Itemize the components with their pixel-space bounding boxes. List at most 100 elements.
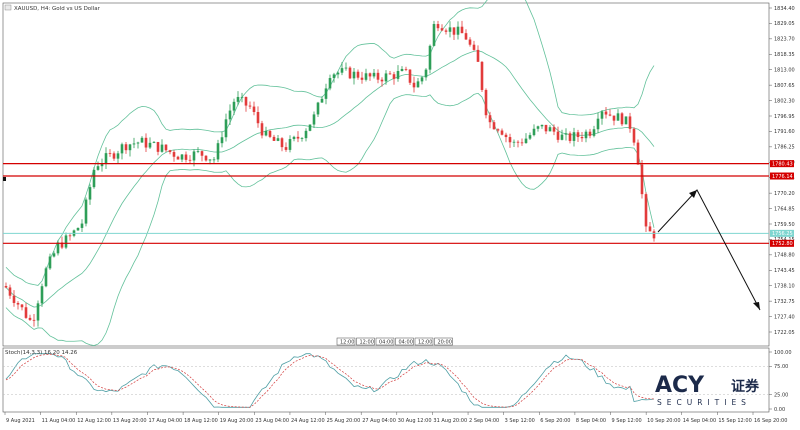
chart-icon — [4, 4, 12, 11]
candle-bull — [276, 138, 280, 141]
candle-bull — [560, 134, 564, 140]
candle-bear — [376, 72, 380, 80]
candle-bear — [408, 69, 412, 83]
price-tags: 1780.43 1776.14 1756.25 1752.80 — [770, 160, 794, 247]
candle-bull — [352, 71, 356, 79]
candle-bear — [488, 115, 492, 123]
stoch-tick-label: 25.00 — [774, 393, 788, 399]
candle-bear — [32, 319, 36, 321]
candle-bull — [424, 69, 428, 78]
candle-bull — [456, 26, 460, 35]
candle-bear — [392, 74, 396, 79]
candle-bull — [292, 136, 296, 140]
candle-bull — [92, 169, 96, 188]
candle-bull — [304, 130, 308, 139]
candle-bear — [412, 82, 416, 88]
candle-bear — [612, 115, 616, 121]
stoch-tick-label: 75.00 — [774, 364, 788, 370]
price-tag-label: 1752.80 — [772, 241, 793, 247]
time-tick-label: 9 Sep 12:00 — [612, 418, 642, 424]
candle-bear — [172, 152, 176, 157]
candle-bear — [464, 33, 468, 40]
time-tick-label: 12 Aug 12:00 — [77, 418, 111, 424]
candle-bull — [212, 159, 216, 161]
candle-bull — [224, 119, 228, 138]
candle-bull — [524, 138, 528, 144]
candle-bull — [104, 153, 108, 164]
time-tick-label: 17 Aug 04:00 — [148, 418, 182, 424]
stoch-signal-line — [5, 353, 655, 408]
candle-bull — [448, 27, 452, 32]
candle-bear — [496, 129, 500, 131]
projection-arrows — [657, 189, 761, 311]
candle-bear — [480, 61, 484, 90]
candle-bull — [300, 138, 304, 139]
candle-bull — [512, 141, 516, 143]
price-tick-label: 1738.10 — [774, 284, 795, 290]
candle-bull — [548, 127, 552, 132]
candle-bull — [316, 102, 320, 115]
candle-bear — [388, 73, 392, 75]
candle-bull — [52, 253, 56, 257]
price-tick-label: 1818.35 — [774, 52, 795, 58]
price-axis: 1834.40 1829.05 1823.70 1818.35 1813.00 1807.… — [769, 6, 795, 336]
candle-bear — [644, 194, 648, 227]
candle-bear — [588, 131, 592, 136]
candle-bull — [96, 166, 100, 170]
candle-bull — [136, 142, 140, 144]
candle-bull — [196, 151, 200, 152]
candle-bear — [16, 302, 20, 305]
time-axis: 9 Aug 2021 11 Aug 04:00 12 Aug 12:00 13 Aug… — [4, 412, 787, 424]
candle-bear — [552, 127, 556, 132]
candle-bull — [592, 129, 596, 136]
candle-bull — [116, 153, 120, 159]
price-tag-label: 1780.43 — [772, 161, 793, 167]
candle-bull — [36, 303, 40, 321]
mid-label-box — [375, 337, 395, 346]
candle-bull — [596, 118, 600, 130]
price-tick-label: 1748.80 — [774, 253, 795, 259]
candle-bear — [20, 304, 24, 308]
candle-bear — [296, 136, 300, 139]
candle-bull — [372, 72, 376, 77]
candlesticks — [4, 20, 656, 327]
stoch-main-line — [5, 353, 655, 408]
candle-bull — [340, 68, 344, 73]
candle-bear — [476, 49, 480, 62]
candle-bull — [384, 73, 388, 82]
candle-bear — [280, 138, 284, 148]
candle-bear — [608, 114, 612, 116]
candle-bear — [188, 159, 192, 161]
price-tick-label: 1791.60 — [774, 129, 795, 135]
candle-bear — [144, 137, 148, 148]
candle-bear — [284, 147, 288, 150]
candle-bear — [640, 164, 644, 195]
candle-bear — [112, 153, 116, 159]
mid-label-text: 04:00 — [399, 340, 413, 346]
time-tick-label: 30 Aug 12:00 — [398, 418, 432, 424]
candle-bear — [620, 113, 624, 125]
candle-bear — [260, 123, 264, 136]
candle-bear — [252, 106, 256, 113]
candle-bull — [216, 143, 220, 160]
mid-label-text: 20:00 — [438, 340, 452, 346]
candle-bear — [452, 27, 456, 35]
price-tag — [770, 229, 794, 237]
candle-bear — [164, 144, 168, 151]
time-tick-label: 13 Aug 20:00 — [113, 418, 147, 424]
brand-cn: 证券 — [731, 378, 760, 395]
candle-bull — [344, 67, 348, 69]
candle-bull — [132, 143, 136, 145]
stoch-tick-label: 0.00 — [774, 407, 785, 413]
candle-bear — [204, 155, 208, 161]
indicator-label: Stoch(14,3,3) 16.20 14.26 — [5, 350, 78, 356]
candle-bull — [100, 163, 104, 167]
candle-bull — [140, 137, 144, 143]
candle-bull — [88, 187, 92, 200]
candle-bear — [244, 96, 248, 106]
candle-bull — [264, 130, 268, 136]
time-tick-label: 10 Sep 20:00 — [647, 418, 680, 424]
candle-bear — [360, 77, 364, 80]
candle-bear — [444, 30, 448, 32]
mid-label-text: 12:00 — [418, 340, 432, 346]
